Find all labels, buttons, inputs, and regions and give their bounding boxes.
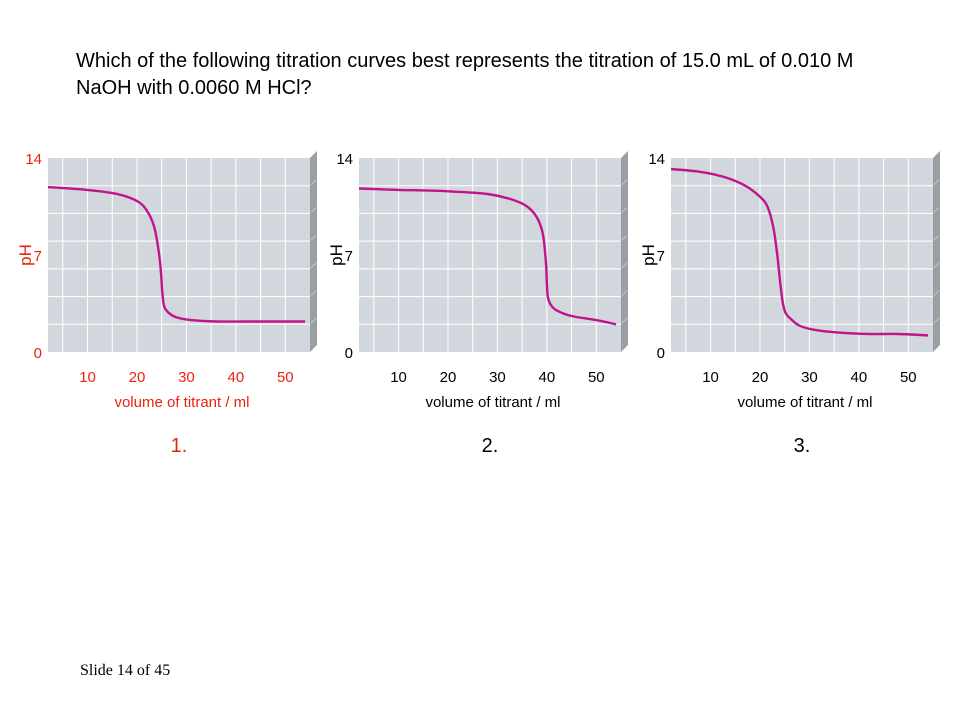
wall-gridline xyxy=(310,290,317,296)
titration-curve xyxy=(670,167,929,337)
x-axis-label: volume of titrant / ml xyxy=(737,394,872,411)
x-tick-label: 40 xyxy=(851,369,868,386)
x-tick-label: 40 xyxy=(539,369,556,386)
y-tick-label: 7 xyxy=(657,248,665,265)
y-tick-label: 0 xyxy=(34,345,42,362)
x-tick-label: 10 xyxy=(702,369,719,386)
slide-number: Slide 14 of 45 xyxy=(80,662,171,679)
plot-side-wall xyxy=(621,151,628,352)
wall-gridline xyxy=(621,207,628,213)
chart-2: 0 7 14 pH 10 20 30 40 50 volume of titrant / ml 2. xyxy=(327,151,628,457)
y-tick-label: 7 xyxy=(345,248,353,265)
titration-curve xyxy=(358,187,617,326)
wall-gridline xyxy=(621,317,628,324)
y-tick-label: 14 xyxy=(25,151,42,168)
y-tick-label: 0 xyxy=(657,345,665,362)
wall-gridline xyxy=(933,207,940,213)
wall-gridline xyxy=(933,262,940,269)
wall-gridline xyxy=(621,234,628,241)
y-tick-label: 0 xyxy=(345,345,353,362)
x-tick-label: 50 xyxy=(588,369,605,386)
question-text: Which of the following titration curves … xyxy=(76,50,854,99)
x-tick-label: 20 xyxy=(752,369,769,386)
titration-curve xyxy=(47,185,306,323)
plot-side-wall xyxy=(933,151,940,352)
plot-side-wall xyxy=(310,151,317,352)
y-axis-label: pH xyxy=(327,244,346,266)
y-tick-label: 14 xyxy=(648,151,665,168)
x-tick-label: 30 xyxy=(489,369,506,386)
y-axis-label: pH xyxy=(639,244,658,266)
wall-gridline xyxy=(310,262,317,269)
wall-gridline xyxy=(310,179,317,186)
x-tick-label: 30 xyxy=(178,369,195,386)
wall-gridline xyxy=(933,317,940,324)
x-axis-label: volume of titrant / ml xyxy=(425,394,560,411)
plot-area xyxy=(671,158,933,352)
wall-gridline xyxy=(933,179,940,186)
y-axis-label: pH xyxy=(16,244,35,266)
x-tick-label: 20 xyxy=(440,369,457,386)
chart-1: 0 7 14 pH 10 20 30 40 50 volume of titrant / ml 1. xyxy=(16,151,317,457)
x-tick-label: 10 xyxy=(390,369,407,386)
y-tick-label: 7 xyxy=(34,248,42,265)
wall-gridline xyxy=(933,234,940,241)
wall-gridline xyxy=(310,234,317,241)
x-tick-label: 30 xyxy=(801,369,818,386)
chart-caption: 3. xyxy=(794,435,811,457)
x-tick-label: 20 xyxy=(129,369,146,386)
wall-gridline xyxy=(310,317,317,324)
wall-gridline xyxy=(933,290,940,296)
wall-gridline xyxy=(621,262,628,269)
x-tick-label: 10 xyxy=(79,369,96,386)
wall-gridline xyxy=(621,179,628,186)
x-axis-label: volume of titrant / ml xyxy=(114,394,249,411)
chart-caption: 2. xyxy=(482,435,499,457)
y-tick-label: 14 xyxy=(336,151,353,168)
chart-3: 0 7 14 pH 10 20 30 40 50 volume of titrant / ml 3. xyxy=(639,151,940,457)
x-tick-label: 50 xyxy=(277,369,294,386)
chart-caption: 1. xyxy=(171,435,188,457)
x-tick-label: 50 xyxy=(900,369,917,386)
x-tick-label: 40 xyxy=(228,369,245,386)
wall-gridline xyxy=(310,207,317,213)
wall-gridline xyxy=(621,290,628,296)
